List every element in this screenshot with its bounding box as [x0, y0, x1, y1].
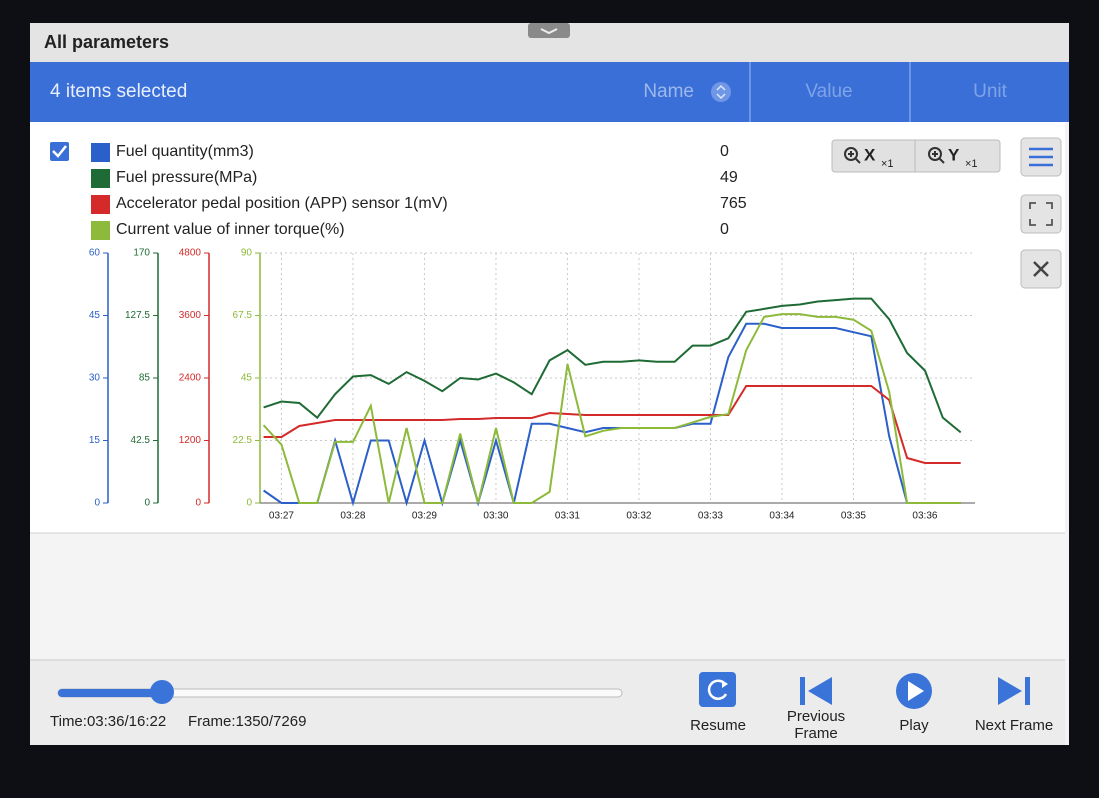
column-header[interactable]: Unit	[973, 81, 1008, 102]
x-tick-label: 03:27	[269, 511, 294, 522]
magnifier	[844, 147, 858, 161]
y-tick-label: 0	[195, 498, 201, 509]
time-label: Time:03:36/16:22	[50, 713, 166, 730]
toolbar	[30, 62, 1069, 122]
legend-label: Fuel pressure(MPa)	[116, 169, 257, 186]
zoom-factor: ×1	[881, 158, 894, 170]
slider-fill	[58, 689, 162, 697]
button-label[interactable]: Next Frame	[975, 717, 1053, 734]
y-tick-label: 4800	[179, 248, 202, 259]
legend-swatch	[91, 143, 110, 162]
y-tick-label: 90	[241, 248, 253, 259]
button-label[interactable]: Play	[899, 717, 929, 734]
x-tick-label: 03:31	[555, 511, 580, 522]
x-tick-label: 03:33	[698, 511, 723, 522]
y-tick-label: 22.5	[233, 435, 253, 446]
zoom-group	[831, 139, 1001, 173]
x-tick-label: 03:35	[841, 511, 866, 522]
legend-label: Fuel quantity(mm3)	[116, 143, 254, 160]
column-header[interactable]: Name	[643, 81, 694, 102]
y-tick-label: 15	[89, 435, 101, 446]
x-tick-label: 03:36	[912, 511, 937, 522]
sort-icon[interactable]	[711, 82, 731, 102]
legend: Fuel quantity(mm3) 0 Fuel pressure(MPa) 49 A…	[91, 143, 747, 240]
magnifier-handle	[932, 151, 945, 164]
resume-icon[interactable]	[699, 672, 736, 707]
x-tick-label: 03:32	[626, 511, 651, 522]
selection-count: 4 items selected	[50, 81, 187, 102]
legend-label: Accelerator pedal position (APP) sensor …	[116, 195, 448, 212]
y-tick-label: 2400	[179, 373, 202, 384]
y-tick-label: 67.5	[233, 310, 253, 321]
x-tick-label: 03:29	[412, 511, 437, 522]
sort-arrows	[716, 84, 726, 100]
y-tick-label: 170	[133, 248, 150, 259]
close-icon	[1033, 261, 1049, 277]
current-value: 765	[720, 195, 747, 212]
y-tick-label: 0	[246, 498, 252, 509]
resume-arrow	[707, 679, 728, 700]
checkmark	[52, 145, 67, 158]
zoom-axis: Y	[948, 145, 960, 164]
series-line	[263, 385, 961, 464]
y-tick-label: 60	[89, 248, 101, 259]
current-value: 0	[720, 221, 729, 238]
chevron	[540, 28, 558, 35]
fullscreen-icon	[1029, 202, 1053, 226]
current-value: 0	[720, 143, 729, 160]
current-value: 49	[720, 169, 738, 186]
plot: 03:27 03:28 03:29 03:30 03:31 03:32 03:33 03:34…	[89, 248, 975, 522]
legend-swatch	[91, 169, 110, 188]
button-label[interactable]: Previous	[787, 708, 845, 725]
next-icon[interactable]	[998, 677, 1030, 705]
series-line	[262, 313, 961, 504]
previous-icon[interactable]	[800, 677, 832, 705]
y-tick-label: 0	[144, 498, 150, 509]
legend-swatch	[91, 195, 110, 214]
legend-label: Current value of inner torque(%)	[116, 221, 345, 238]
y-tick-label: 45	[89, 310, 101, 321]
page-title: All parameters	[44, 32, 169, 52]
player-bar	[30, 661, 1065, 745]
y-tick-label: 45	[241, 373, 253, 384]
x-tick-label: 03:30	[483, 511, 508, 522]
resume-arrowhead	[722, 680, 728, 688]
y-tick-label: 42.5	[131, 435, 151, 446]
column-header[interactable]: Value	[805, 81, 852, 102]
y-tick-label: 3600	[179, 310, 202, 321]
x-tick-label: 03:34	[769, 511, 794, 522]
zoom-factor: ×1	[965, 158, 978, 170]
series-line	[263, 297, 962, 434]
menu-icon	[1029, 147, 1053, 167]
y-tick-label: 0	[94, 498, 100, 509]
button-label[interactable]: Frame	[794, 725, 837, 742]
x-tick-label: 03:28	[340, 511, 365, 522]
frame-label: Frame:1350/7269	[188, 713, 306, 730]
button-label[interactable]: Resume	[690, 717, 746, 734]
magnifier	[928, 147, 942, 161]
y-tick-label: 30	[89, 373, 101, 384]
y-tick-label: 127.5	[125, 310, 150, 321]
fullscreen-button[interactable]	[1020, 194, 1062, 234]
magnifier-handle	[848, 151, 861, 164]
y-tick-label: 85	[139, 373, 151, 384]
resume-bg	[699, 672, 736, 707]
series-line	[263, 322, 961, 507]
play-triangle	[908, 681, 924, 701]
legend-swatch	[91, 221, 110, 240]
y-tick-label: 1200	[179, 435, 202, 446]
pull-tab[interactable]	[528, 23, 570, 38]
empty-panel	[30, 534, 1065, 660]
slider-knob[interactable]	[150, 680, 174, 704]
zoom-button[interactable]: X ×1	[844, 145, 894, 170]
zoom-buttons: X ×1 Y ×1	[844, 145, 978, 170]
zoom-button[interactable]: Y ×1	[928, 145, 978, 170]
zoom-axis: X	[864, 145, 876, 164]
